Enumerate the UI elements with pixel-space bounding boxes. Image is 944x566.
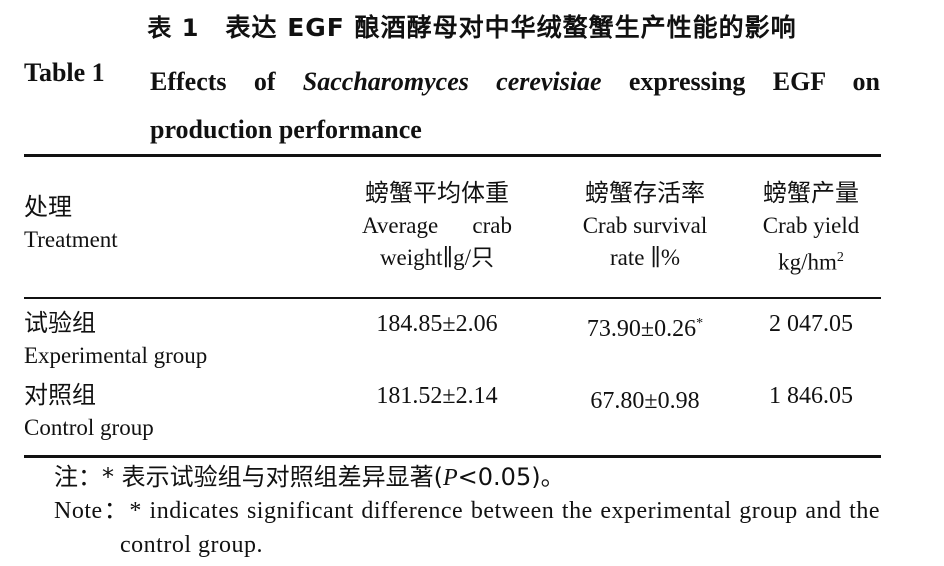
header-yield-sup: 2: [836, 250, 844, 265]
header-yield-en: Crab yield kg/hm2: [751, 210, 871, 279]
row-2-weight: 181.52±2.14: [376, 383, 498, 409]
table-top-rule: [24, 154, 881, 157]
header-treatment-en: Treatment: [24, 227, 118, 252]
header-weight: 螃蟹平均体重 Average crab weight∥g/只: [332, 176, 542, 274]
header-survival: 螃蟹存活率 Crab survival rate ∥%: [560, 176, 730, 274]
caption-en-label: Table 1: [24, 58, 105, 87]
significance-mark: *: [696, 316, 704, 331]
row-2-survival: 67.80±0.98: [560, 380, 730, 417]
header-treatment: 处理 Treatment: [24, 190, 118, 256]
note-zh-text: 注：* 表示试验组与对照组差异显著(: [54, 463, 443, 491]
caption-en-text: Effects of Saccharomyces cerevisiae expr…: [150, 58, 880, 154]
row-2-survival-value: 67.80±0.98: [590, 388, 700, 414]
row-1-survival-value: 73.90±0.26: [586, 316, 697, 342]
caption-en-suffix: expressing EGF on production performance: [150, 67, 880, 144]
note-zh-tail: <0.05)。: [457, 463, 565, 491]
table-note-en: Note：* indicates significant difference …: [54, 494, 880, 562]
table-mid-rule: [24, 297, 881, 299]
header-yield: 螃蟹产量 Crab yield kg/hm2: [740, 176, 882, 279]
row-1-treatment-zh: 试验组: [24, 309, 96, 337]
header-weight-zh: 螃蟹平均体重: [365, 179, 509, 207]
row-2-treatment-en: Control group: [24, 415, 154, 440]
header-survival-en: Crab survival rate ∥%: [582, 213, 708, 270]
row-2-yield: 1 846.05: [769, 383, 853, 409]
header-survival-zh: 螃蟹存活率: [585, 179, 705, 207]
row-1-survival: 73.90±0.26*: [560, 308, 730, 345]
header-yield-zh: 螃蟹产量: [763, 179, 859, 207]
table-caption-zh: 表 1 表达 EGF 酿酒酵母对中华绒螯蟹生产性能的影响: [0, 8, 944, 44]
note-en-text: Note：* indicates significant difference …: [54, 498, 880, 558]
row-1-weight: 184.85±2.06: [376, 311, 498, 337]
table-row-1-treatment: 试验组 Experimental group: [24, 306, 207, 372]
header-yield-en-text: Crab yield kg/hm: [762, 213, 860, 275]
table-row-2-treatment: 对照组 Control group: [24, 378, 154, 444]
row-1-treatment-en: Experimental group: [24, 343, 208, 368]
caption-en-species: Saccharomyces cerevisiae: [302, 67, 602, 96]
row-1-yield: 2 047.05: [769, 311, 853, 337]
header-weight-en: Average crab weight∥g/只: [362, 213, 512, 270]
note-zh-p: P: [443, 465, 458, 491]
caption-en-prefix: Effects of: [150, 67, 303, 96]
row-2-treatment-zh: 对照组: [24, 381, 96, 409]
table-note-zh: 注：* 表示试验组与对照组差异显著(P<0.05)。: [54, 460, 880, 495]
caption-zh-text: 表达 EGF 酿酒酵母对中华绒螯蟹生产性能的影响: [225, 13, 797, 42]
table-bottom-rule: [24, 455, 881, 458]
header-treatment-zh: 处理: [24, 193, 72, 221]
caption-zh-label: 表 1: [147, 14, 200, 42]
